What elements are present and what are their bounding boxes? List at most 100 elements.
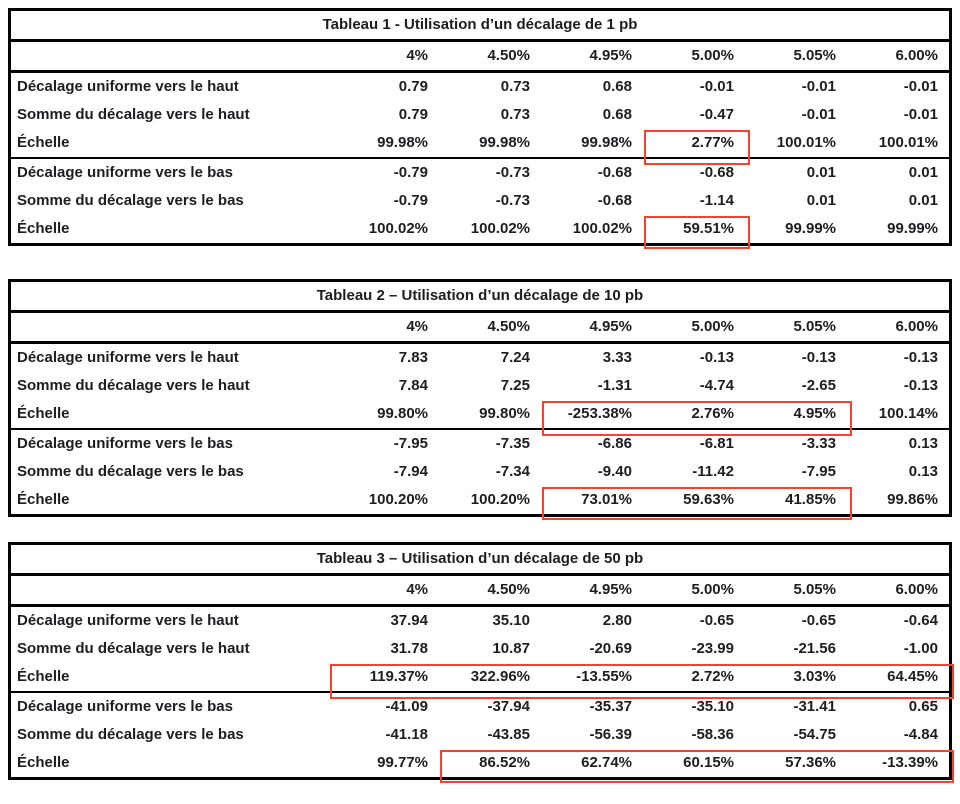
value-cell: 7.25 xyxy=(500,377,530,394)
table-row: Échelle 119.37% 322.96% -13.55% 2.72% 3.03% 64… xyxy=(11,663,949,693)
value-cell: 3.03% xyxy=(793,668,836,685)
value-cell: -13.55% xyxy=(576,668,632,685)
value-cell: -7.95 xyxy=(801,463,836,480)
value-cell: -0.01 xyxy=(801,106,836,123)
value-cell: -35.37 xyxy=(589,698,632,715)
value-cell: 100.02% xyxy=(470,220,530,237)
value-cell: -4.74 xyxy=(699,377,734,394)
column-header-5.00%: 5.00% xyxy=(691,318,734,335)
column-header-4.95%: 4.95% xyxy=(589,581,632,598)
value-cell: -0.13 xyxy=(903,377,938,394)
value-cell: -0.65 xyxy=(801,612,836,629)
value-cell: -0.01 xyxy=(699,78,734,95)
value-cell: 99.98% xyxy=(581,134,632,151)
column-header-4.50%: 4.50% xyxy=(487,318,530,335)
column-header-5.05%: 5.05% xyxy=(793,47,836,64)
row-label: Échelle xyxy=(17,491,70,508)
row-label: Échelle xyxy=(17,220,70,237)
column-header-5.05%: 5.05% xyxy=(793,318,836,335)
value-cell: -4.84 xyxy=(903,726,938,743)
row-label: Somme du décalage vers le bas xyxy=(17,192,244,209)
value-cell: 86.52% xyxy=(479,754,530,771)
column-header-row: 4% 4.50% 4.95% 5.00% 5.05% 6.00% xyxy=(11,576,949,607)
value-cell: -9.40 xyxy=(597,463,632,480)
value-cell: -7.35 xyxy=(495,435,530,452)
row-label: Échelle xyxy=(17,668,70,685)
value-cell: 0.73 xyxy=(500,106,530,123)
column-header-4.95%: 4.95% xyxy=(589,318,632,335)
row-label: Décalage uniforme vers le bas xyxy=(17,435,233,452)
value-cell: 99.98% xyxy=(377,134,428,151)
row-label: Décalage uniforme vers le bas xyxy=(17,164,233,181)
value-cell: -23.99 xyxy=(691,640,734,657)
column-header-4.50%: 4.50% xyxy=(487,47,530,64)
value-cell: 2.80 xyxy=(602,612,632,629)
value-cell: 35.10 xyxy=(492,612,530,629)
column-header-5.05%: 5.05% xyxy=(793,581,836,598)
table-row: Somme du décalage vers le bas -0.79 -0.73 -… xyxy=(11,187,949,215)
value-cell: -7.95 xyxy=(393,435,428,452)
value-cell: -3.33 xyxy=(801,435,836,452)
value-cell: -2.65 xyxy=(801,377,836,394)
table-row: Somme du décalage vers le haut 0.79 0.73 0.… xyxy=(11,101,949,129)
value-cell: -20.69 xyxy=(589,640,632,657)
column-header-6.00%: 6.00% xyxy=(895,47,938,64)
value-cell: -21.56 xyxy=(793,640,836,657)
column-header-4.50%: 4.50% xyxy=(487,581,530,598)
column-header-5.00%: 5.00% xyxy=(691,581,734,598)
value-cell: -58.36 xyxy=(691,726,734,743)
value-cell: 4.95% xyxy=(793,405,836,422)
value-cell: 100.14% xyxy=(878,405,938,422)
value-cell: 119.37% xyxy=(369,668,428,685)
value-cell: 0.13 xyxy=(908,463,938,480)
value-cell: 7.24 xyxy=(500,349,530,366)
table-row: Décalage uniforme vers le bas -0.79 -0.73 -… xyxy=(11,159,949,187)
column-header-6.00%: 6.00% xyxy=(895,581,938,598)
value-cell: -0.01 xyxy=(801,78,836,95)
value-cell: 0.01 xyxy=(908,192,938,209)
value-cell: -0.79 xyxy=(393,192,428,209)
tableau-1: Tableau 1 - Utilisation d’un décalage de… xyxy=(8,8,952,249)
value-cell: -0.47 xyxy=(699,106,734,123)
value-cell: -0.13 xyxy=(801,349,836,366)
value-cell: 99.98% xyxy=(479,134,530,151)
value-cell: 99.99% xyxy=(785,220,836,237)
value-cell: 0.68 xyxy=(602,106,632,123)
tableau-2: Tableau 2 – Utilisation d’un décalage de… xyxy=(8,279,952,520)
column-header-empty xyxy=(11,42,329,70)
value-cell: 99.80% xyxy=(479,405,530,422)
value-cell: 62.74% xyxy=(581,754,632,771)
column-header-empty xyxy=(11,576,329,604)
value-cell: 2.72% xyxy=(691,668,734,685)
value-cell: 100.02% xyxy=(368,220,428,237)
value-cell: -0.73 xyxy=(495,164,530,181)
value-cell: 0.79 xyxy=(398,78,428,95)
table-row: Échelle 99.98% 99.98% 99.98% 2.77% 100.01% 100… xyxy=(11,129,949,159)
value-cell: 0.65 xyxy=(908,698,938,715)
table-row: Somme du décalage vers le bas -7.94 -7.34 -… xyxy=(11,458,949,486)
column-header-row: 4% 4.50% 4.95% 5.00% 5.05% 6.00% xyxy=(11,42,949,73)
table-row: Échelle 100.02% 100.02% 100.02% 59.51% 99.99%… xyxy=(11,215,949,243)
value-cell: 100.20% xyxy=(368,491,428,508)
value-cell: 99.80% xyxy=(377,405,428,422)
row-label: Décalage uniforme vers le haut xyxy=(17,78,239,95)
value-cell: -253.38% xyxy=(567,405,632,422)
value-cell: 0.68 xyxy=(602,78,632,95)
value-cell: 59.63% xyxy=(683,491,734,508)
row-label: Somme du décalage vers le bas xyxy=(17,726,244,743)
table-row: Décalage uniforme vers le haut 0.79 0.73 0.… xyxy=(11,73,949,101)
row-label: Décalage uniforme vers le haut xyxy=(17,612,239,629)
value-cell: -56.39 xyxy=(589,726,632,743)
value-cell: -7.94 xyxy=(393,463,428,480)
value-cell: -1.31 xyxy=(597,377,632,394)
table-row: Somme du décalage vers le haut 7.84 7.25 -1… xyxy=(11,372,949,400)
table-row: Décalage uniforme vers le bas -41.09 -37.9… xyxy=(11,693,949,721)
row-label: Somme du décalage vers le haut xyxy=(17,106,250,123)
table-row: Décalage uniforme vers le bas -7.95 -7.35 -… xyxy=(11,430,949,458)
row-label: Échelle xyxy=(17,134,70,151)
row-label: Somme du décalage vers le haut xyxy=(17,377,250,394)
table-row: Échelle 100.20% 100.20% 73.01% 59.63% 41.85% 9… xyxy=(11,486,949,514)
value-cell: 0.01 xyxy=(806,192,836,209)
column-header-empty xyxy=(11,313,329,341)
row-label: Somme du décalage vers le haut xyxy=(17,640,250,657)
